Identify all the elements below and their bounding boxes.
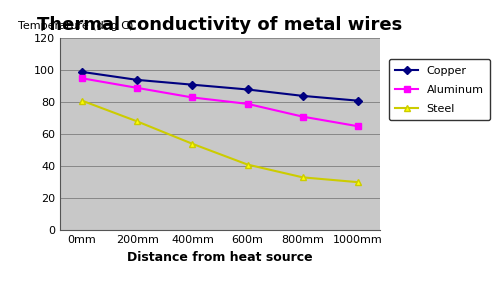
Copper — [300, 94, 306, 98]
Legend: Copper, Aluminum, Steel: Copper, Aluminum, Steel — [389, 59, 490, 120]
Copper — [355, 99, 361, 102]
Aluminum — [355, 124, 361, 128]
Aluminum — [190, 96, 196, 99]
Steel — [134, 120, 140, 123]
Title: Thermal conductivity of metal wires: Thermal conductivity of metal wires — [38, 16, 403, 34]
Steel — [244, 163, 250, 166]
Line: Copper: Copper — [80, 69, 360, 104]
Aluminum — [244, 102, 250, 106]
Aluminum — [300, 115, 306, 118]
Aluminum — [79, 76, 85, 80]
Copper — [134, 78, 140, 82]
Line: Aluminum: Aluminum — [80, 76, 360, 129]
Steel — [190, 142, 196, 146]
Steel — [79, 99, 85, 102]
Steel — [355, 181, 361, 184]
Steel — [300, 176, 306, 179]
Aluminum — [134, 86, 140, 90]
Copper — [244, 88, 250, 91]
Text: Temperature (deg C): Temperature (deg C) — [18, 21, 134, 31]
Copper — [190, 83, 196, 86]
X-axis label: Distance from heat source: Distance from heat source — [127, 250, 313, 263]
Line: Steel: Steel — [78, 97, 362, 186]
Copper — [79, 70, 85, 74]
